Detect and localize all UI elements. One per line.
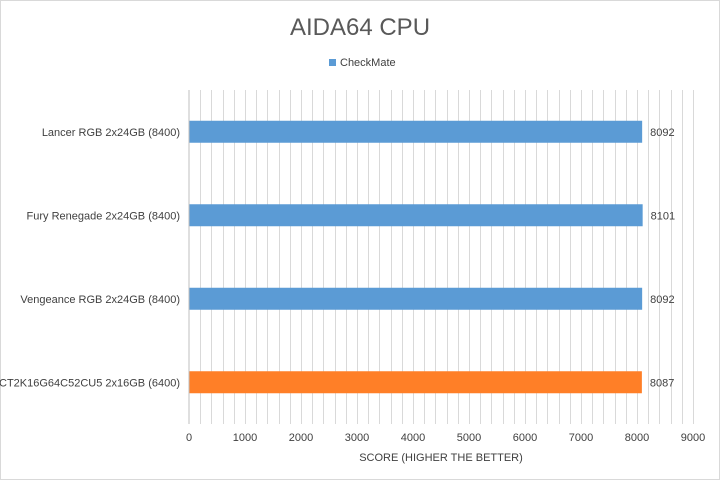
chart-title: AIDA64 CPU [290,14,430,41]
data-label: 8101 [651,210,675,222]
data-labels: 8092 8101 8092 8087 [650,127,675,390]
category-labels: Lancer RGB 2x24GB (8400) Fury Renegade 2x… [0,127,180,390]
x-axis-title: SCORE (HIGHER THE BETTER) [359,452,523,464]
bar [189,287,643,310]
data-label: 8092 [650,127,674,139]
category-label: Fury Renegade 2x24GB (8400) [27,210,180,222]
x-tick-label: 9000 [681,432,705,444]
x-tick-label: 5000 [457,432,481,444]
data-label: 8092 [650,294,674,306]
category-label: Vengeance RGB 2x24GB (8400) [20,294,180,306]
x-tick-label: 8000 [625,432,649,444]
x-tick-label: 4000 [401,432,425,444]
gridlines [200,90,694,424]
x-tick-label: 2000 [289,432,313,444]
category-label: Lancer RGB 2x24GB (8400) [42,127,180,139]
x-axis-ticks: 0 1000 2000 3000 4000 5000 6000 7000 8000 9000 [186,432,705,444]
x-tick-label: 6000 [513,432,537,444]
data-label: 8087 [650,377,674,389]
bars [189,120,643,394]
x-tick-label: 0 [186,432,192,444]
x-tick-label: 7000 [569,432,593,444]
bar [189,120,643,143]
category-label: CT2K16G64C52CU5 2x16GB (6400) [0,377,180,389]
bar [189,371,642,394]
x-tick-label: 3000 [345,432,369,444]
x-tick-label: 1000 [233,432,257,444]
legend-swatch-checkmate [329,59,336,66]
legend-label-checkmate: CheckMate [340,57,396,69]
bar [189,204,643,227]
